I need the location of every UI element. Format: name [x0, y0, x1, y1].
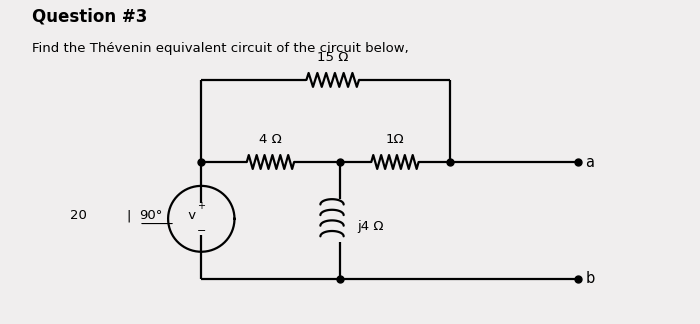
Text: a: a — [585, 155, 594, 169]
Text: Find the Thévenin equivalent circuit of the circuit below,: Find the Thévenin equivalent circuit of … — [32, 42, 409, 55]
Text: Question #3: Question #3 — [32, 7, 147, 25]
Text: |: | — [127, 209, 131, 222]
Text: +: + — [197, 201, 205, 211]
Text: −: − — [197, 226, 206, 236]
Text: v: v — [184, 209, 196, 222]
Text: 1Ω: 1Ω — [386, 133, 405, 146]
Text: 15 Ω: 15 Ω — [317, 51, 349, 64]
Text: j4 Ω: j4 Ω — [357, 220, 384, 233]
Text: 20: 20 — [70, 209, 87, 222]
Text: 4 Ω: 4 Ω — [259, 133, 282, 146]
Text: 90°: 90° — [139, 209, 162, 222]
Text: b: b — [585, 271, 594, 286]
